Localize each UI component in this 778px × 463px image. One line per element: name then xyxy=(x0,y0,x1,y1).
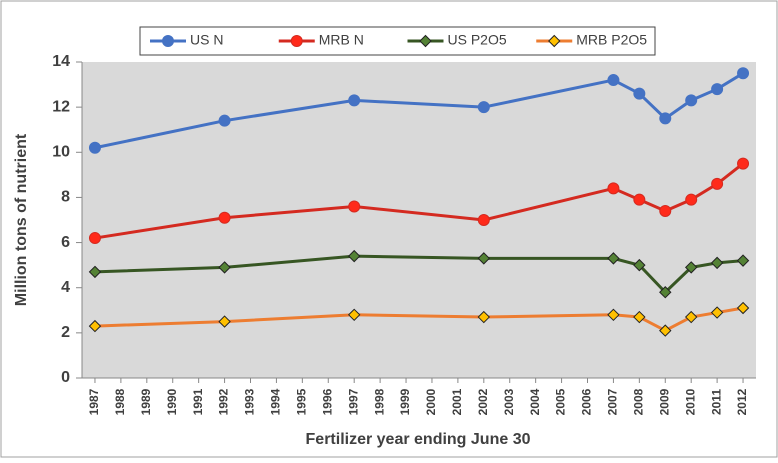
marker xyxy=(218,114,231,127)
marker xyxy=(477,101,490,114)
y-tick-label: 0 xyxy=(61,369,70,386)
marker xyxy=(607,74,620,87)
marker xyxy=(88,232,101,245)
x-tick-label: 1992 xyxy=(217,388,231,415)
x-tick-label: 2010 xyxy=(683,388,697,415)
marker xyxy=(710,306,724,319)
x-tick-label: 1990 xyxy=(165,388,179,415)
series-line xyxy=(94,162,744,240)
marker xyxy=(659,112,672,125)
marker xyxy=(659,204,672,217)
legend: US N MRB N US P2O5 MRB P2O5 xyxy=(139,26,656,56)
x-tick-label: 1991 xyxy=(191,388,205,415)
marker xyxy=(659,286,672,299)
x-tick-label: 1995 xyxy=(295,388,309,415)
x-tick-label: 1999 xyxy=(398,388,412,415)
marker xyxy=(685,94,698,107)
marker xyxy=(684,310,698,324)
x-tick-label: 2009 xyxy=(657,388,671,415)
marker xyxy=(711,177,724,190)
marker xyxy=(737,67,750,80)
x-tick-label: 2003 xyxy=(502,388,516,415)
y-tick-label: 8 xyxy=(61,189,70,206)
plot-area xyxy=(82,62,756,378)
legend-label: US P2O5 xyxy=(448,32,507,48)
marker xyxy=(633,87,646,100)
x-tick-label: 1987 xyxy=(87,388,101,415)
x-tick-label: 1988 xyxy=(113,388,127,415)
marker xyxy=(684,261,698,274)
marker xyxy=(88,319,102,333)
legend-label: MRB N xyxy=(319,32,364,48)
legend-marker xyxy=(548,34,561,48)
marker xyxy=(711,83,724,96)
y-tick-label: 4 xyxy=(61,279,70,296)
marker xyxy=(88,265,102,279)
series-line xyxy=(94,254,744,295)
marker xyxy=(607,308,620,322)
x-tick-label: 2005 xyxy=(554,388,568,415)
marker xyxy=(736,254,750,267)
x-tick-label: 1998 xyxy=(372,388,386,415)
x-tick-label: 2008 xyxy=(632,388,646,415)
marker xyxy=(607,182,620,195)
marker xyxy=(218,315,231,328)
marker xyxy=(477,310,491,324)
x-tick-label: 1989 xyxy=(139,388,153,415)
x-tick-label: 2002 xyxy=(476,388,490,415)
legend-label: US N xyxy=(190,32,223,48)
x-tick-label: 2004 xyxy=(528,388,542,415)
legend-marker xyxy=(419,34,432,48)
x-tick-label: 2006 xyxy=(580,388,594,415)
legend-marker xyxy=(290,35,303,47)
marker xyxy=(737,157,750,170)
marker xyxy=(710,256,724,270)
marker xyxy=(685,193,698,206)
marker xyxy=(633,258,646,272)
marker xyxy=(607,252,620,265)
marker xyxy=(218,261,231,274)
marker xyxy=(347,308,361,322)
marker xyxy=(659,324,672,337)
y-tick-label: 12 xyxy=(52,98,70,115)
y-axis-label: Million tons of nutrient xyxy=(13,133,30,306)
legend-label: MRB P2O5 xyxy=(576,32,647,48)
y-tick-label: 10 xyxy=(52,144,70,161)
x-tick-label: 2001 xyxy=(450,388,464,415)
marker xyxy=(633,310,646,324)
marker xyxy=(88,141,101,154)
y-tick-label: 2 xyxy=(61,324,70,341)
marker xyxy=(348,94,361,107)
x-tick-label: 2000 xyxy=(424,388,438,415)
y-tick-label: 14 xyxy=(52,53,70,70)
marker xyxy=(477,252,491,265)
y-tick-label: 6 xyxy=(61,234,70,251)
x-tick-label: 1996 xyxy=(320,388,334,415)
x-tick-label: 1994 xyxy=(269,388,283,415)
series-line xyxy=(94,306,744,333)
x-tick-label: 1997 xyxy=(346,388,360,415)
marker xyxy=(218,211,231,224)
marker xyxy=(347,249,361,263)
marker xyxy=(736,301,750,315)
marker xyxy=(477,214,490,226)
x-tick-label: 2007 xyxy=(606,388,620,415)
x-tick-label: 2011 xyxy=(709,389,723,415)
x-tick-label: 2012 xyxy=(735,388,749,415)
marker xyxy=(348,200,361,213)
legend-marker xyxy=(162,35,174,47)
marker xyxy=(633,193,646,206)
x-axis-label: Fertilizer year ending June 30 xyxy=(306,431,531,448)
x-tick-label: 1993 xyxy=(243,388,257,415)
series-line xyxy=(94,72,744,150)
